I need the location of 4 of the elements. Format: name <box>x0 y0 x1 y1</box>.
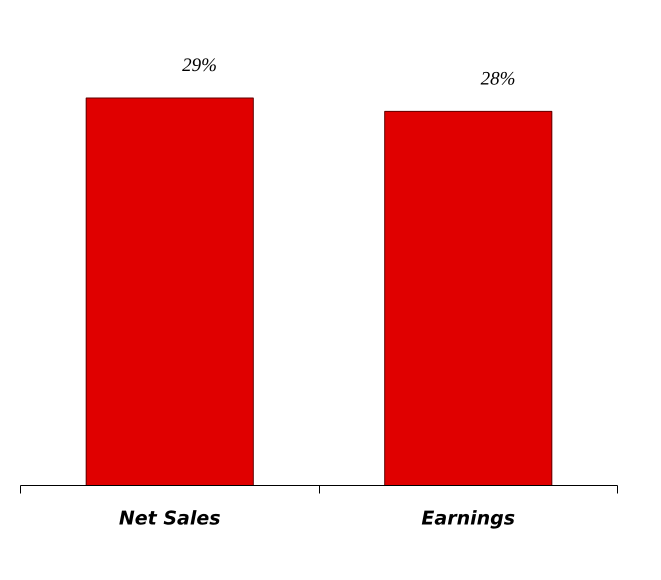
x-tick-label: Net Sales <box>118 508 221 530</box>
data-label: 28% <box>480 68 516 90</box>
data-label: 29% <box>182 55 218 76</box>
x-tick-label: Earnings <box>421 508 516 530</box>
